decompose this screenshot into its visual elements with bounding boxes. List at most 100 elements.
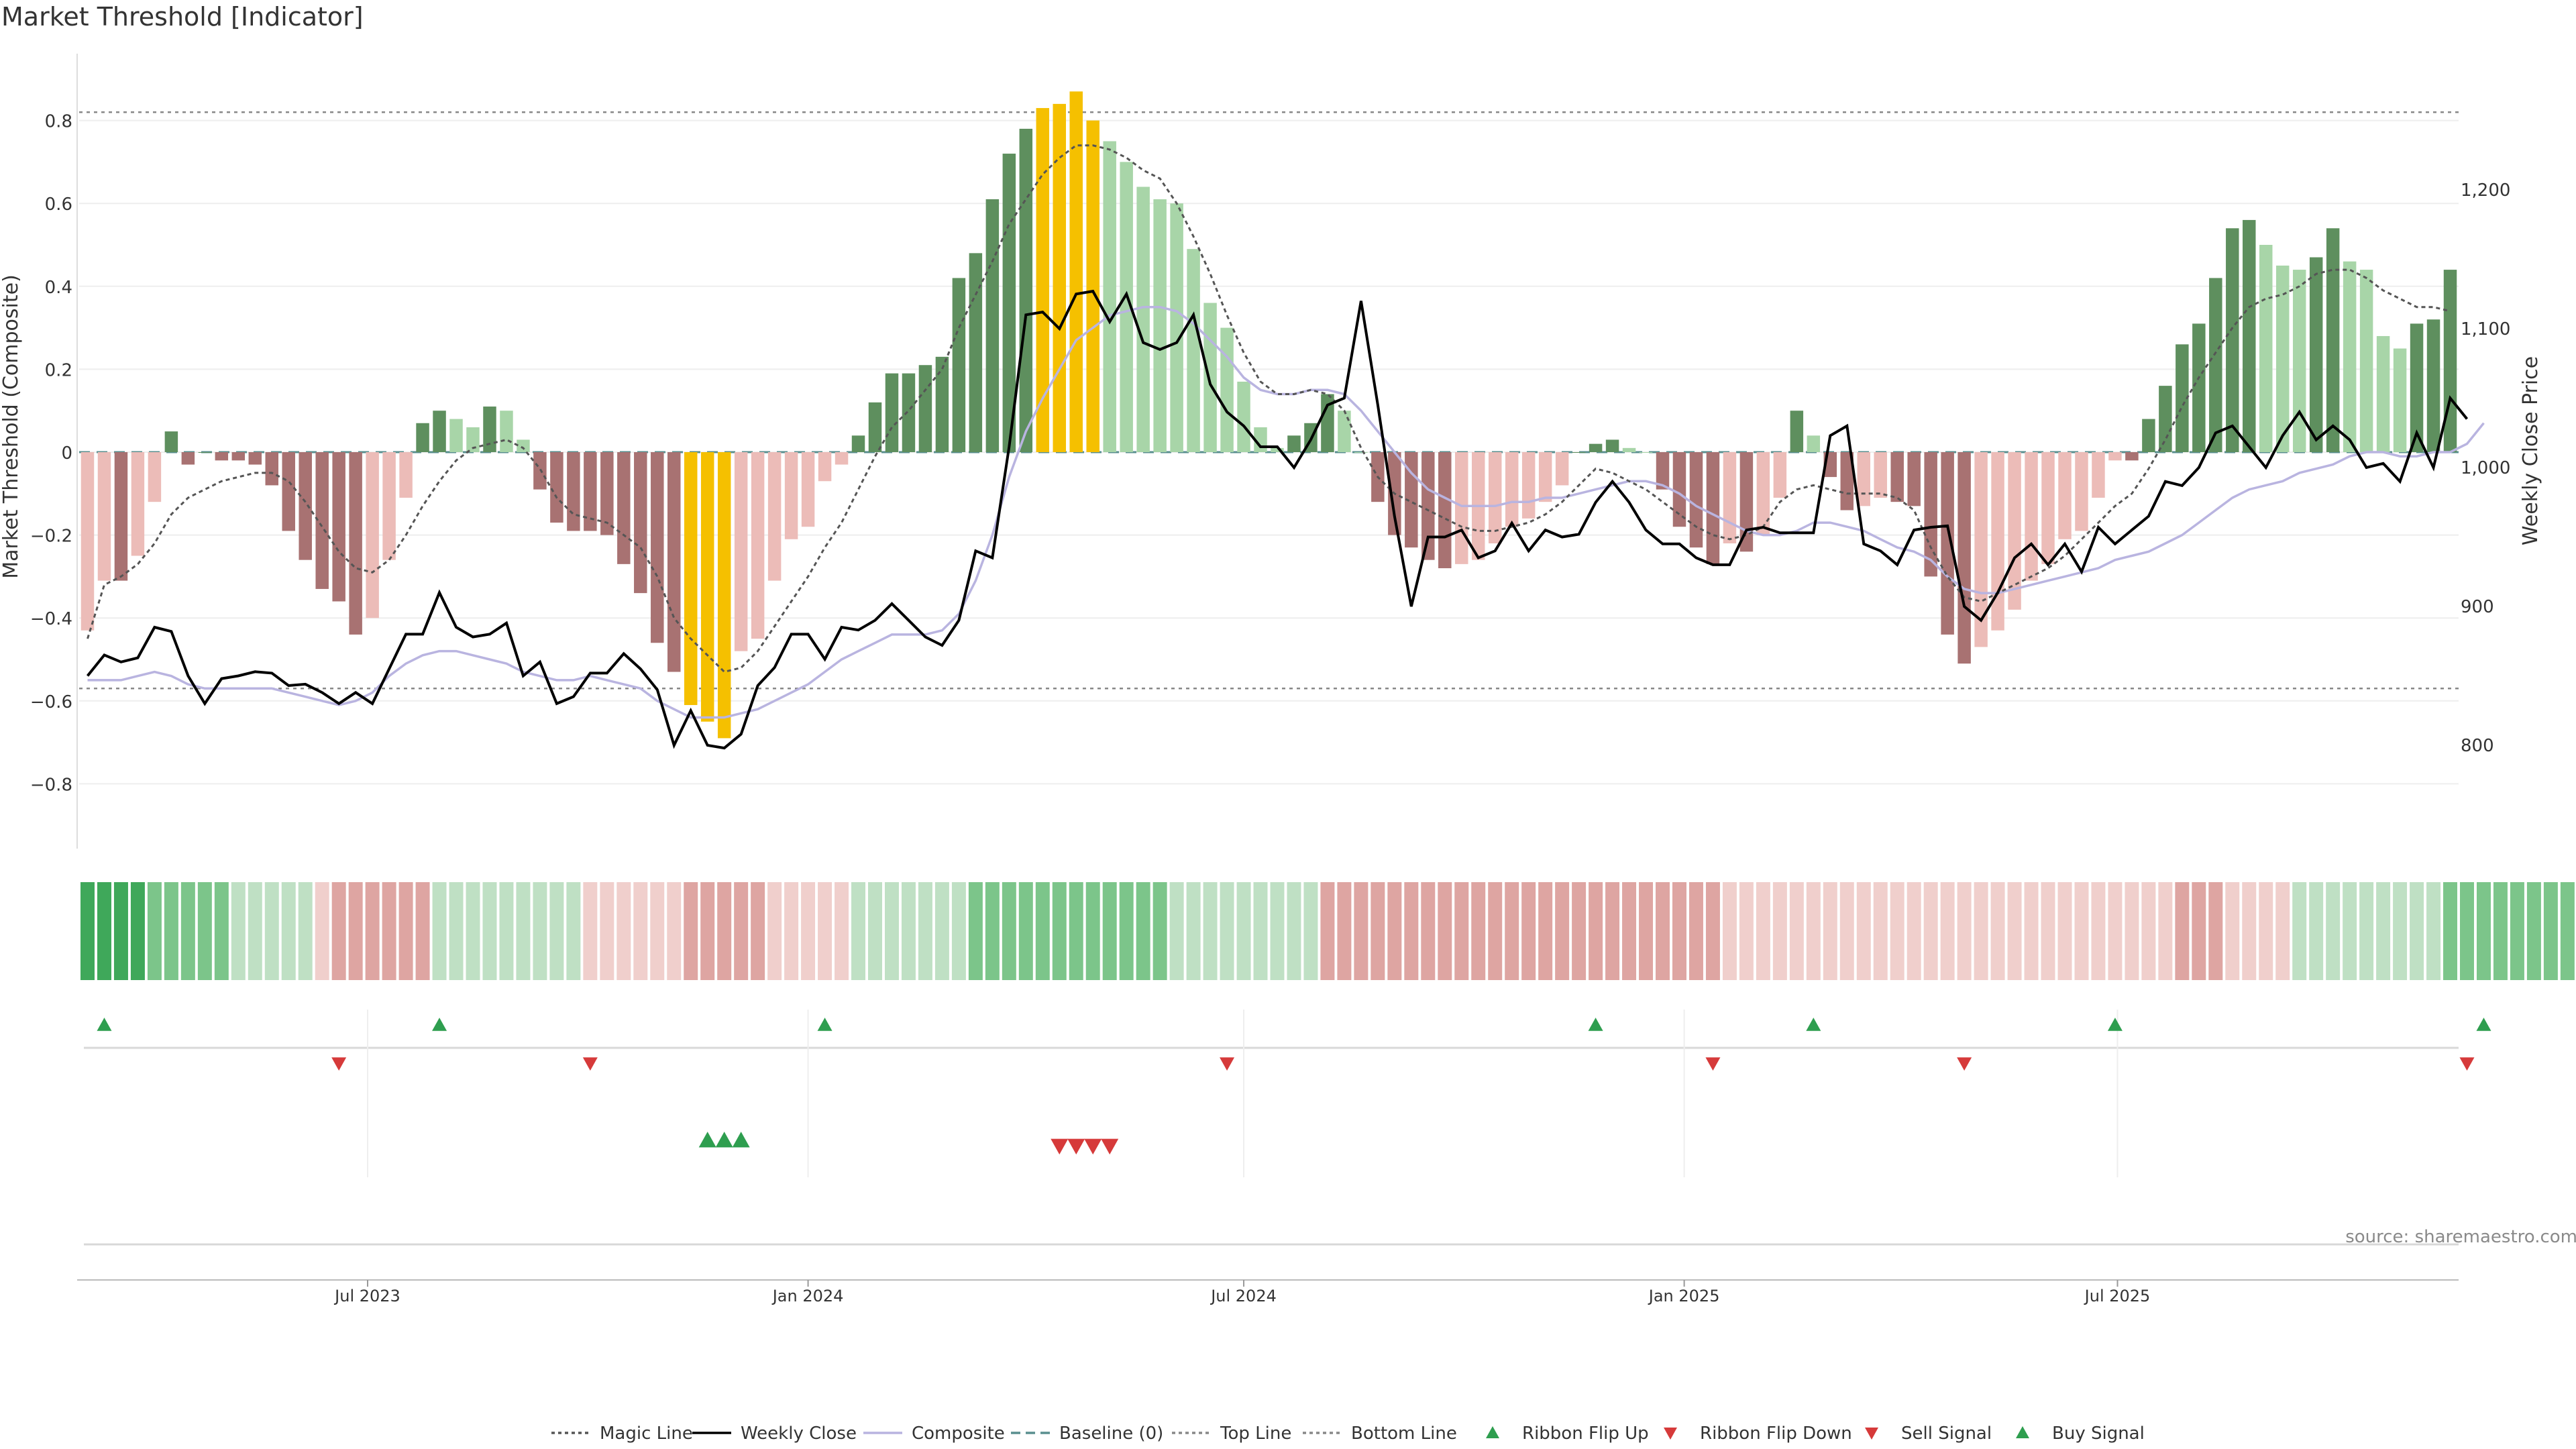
left-axis-label: Market Threshold (Composite) <box>0 274 23 579</box>
ribbon-cell <box>934 882 949 980</box>
ribbon-cell <box>2526 882 2541 980</box>
ribbon-cell <box>2024 882 2039 980</box>
right-tick-label: 1,000 <box>2461 458 2510 478</box>
composite-bar <box>1505 452 1519 527</box>
ribbon-flip-up-marker <box>432 1018 447 1031</box>
ribbon-cell <box>1035 882 1050 980</box>
legend-item: Ribbon Flip Down <box>1664 1424 1852 1444</box>
composite-bar <box>1237 381 1250 452</box>
composite-bar <box>366 452 379 619</box>
composite-bar <box>483 407 496 452</box>
ribbon-cell <box>1907 882 1921 980</box>
ribbon-cell <box>2074 882 2089 980</box>
composite-bar <box>2309 257 2323 452</box>
composite-bar <box>1941 452 1954 635</box>
legend-label: Bottom Line <box>1351 1424 1457 1444</box>
ribbon-cell <box>1102 882 1117 980</box>
composite-bar <box>2275 265 2290 452</box>
composite-bar <box>1756 452 1770 535</box>
ribbon-cell <box>298 882 313 980</box>
signal-panels: Jul 2023 Jan 2024 Jul 2024 Jan 2025 Jul 2025 <box>77 1010 2491 1305</box>
ribbon-cell <box>1136 882 1150 980</box>
legend-label: Magic Line <box>600 1424 693 1444</box>
composite-bar <box>181 452 195 465</box>
ribbon-cell <box>1839 882 1854 980</box>
composite-bar <box>550 452 564 523</box>
left-tick-label: 0.8 <box>45 112 72 132</box>
composite-bar <box>198 452 212 453</box>
ribbon-flip-up-marker <box>97 1018 112 1031</box>
composite-bar <box>1555 452 1569 486</box>
ribbon-cell <box>767 882 782 980</box>
composite-bar <box>1672 452 1686 527</box>
ribbon-cell <box>1890 882 1904 980</box>
composite-bar <box>885 373 899 452</box>
composite-bar <box>567 452 580 531</box>
composite-bar <box>1136 186 1150 452</box>
ribbon-cell <box>1940 882 1955 980</box>
composite-bar <box>1002 154 1016 453</box>
sell-signal-marker <box>1084 1138 1102 1155</box>
ribbon-flip-down-marker <box>2459 1057 2475 1071</box>
composite-bar <box>2292 270 2306 452</box>
ribbon-cell <box>851 882 866 980</box>
right-tick-label: 1,200 <box>2461 180 2510 201</box>
ribbon-cell <box>918 882 932 980</box>
chart-title: Market Threshold [Indicator] <box>1 2 364 32</box>
composite-bar <box>282 452 295 531</box>
ribbon-cell <box>968 882 983 980</box>
composite-bar <box>667 452 681 672</box>
composite-bar <box>466 427 480 452</box>
composite-bar <box>248 452 262 465</box>
ribbon-cell <box>700 882 715 980</box>
composite-bar <box>1605 439 1619 452</box>
composite-bar <box>600 452 614 535</box>
composite-bar <box>114 452 128 581</box>
ribbon-flip-up-marker <box>2476 1018 2491 1031</box>
legend-label: Top Line <box>1220 1424 1291 1444</box>
composite-bar <box>1890 452 1904 502</box>
composite-bar <box>1807 435 1821 452</box>
composite-bar <box>1019 128 1033 452</box>
ribbon-cell <box>80 882 95 980</box>
ribbon-cell <box>583 882 598 980</box>
ribbon-cell <box>985 882 1000 980</box>
legend-swatch <box>1865 1428 1878 1440</box>
composite-bar <box>751 452 765 639</box>
ribbon-cell <box>1454 882 1469 980</box>
ribbon-cell <box>1354 882 1368 980</box>
ribbon-cell <box>331 882 346 980</box>
ribbon-cell <box>231 882 246 980</box>
composite-bar <box>684 452 698 705</box>
left-tick-label: −0.4 <box>30 609 72 629</box>
ribbon-cell <box>2057 882 2072 980</box>
ribbon-cell <box>449 882 464 980</box>
ribbon-cell <box>1923 882 1938 980</box>
composite-bar <box>2326 228 2340 452</box>
composite-bar <box>717 452 731 739</box>
composite-bar <box>1069 91 1083 453</box>
composite-bar <box>969 253 983 452</box>
ribbon-cell <box>1505 882 1519 980</box>
ribbon-cell <box>499 882 514 980</box>
composite-bar <box>2443 270 2457 452</box>
ribbon-cell <box>164 882 178 980</box>
ribbon-cell <box>2275 882 2290 980</box>
ribbon-cell <box>2225 882 2240 980</box>
ribbon-cell <box>1705 882 1720 980</box>
x-tick-label: Jul 2023 <box>333 1287 400 1305</box>
ribbon-cell <box>1270 882 1285 980</box>
ribbon-cell <box>2242 882 2257 980</box>
ribbon-cell <box>1018 882 1033 980</box>
ribbon-cell <box>1438 882 1452 980</box>
composite-bars <box>80 91 2457 739</box>
composite-bar <box>784 452 798 539</box>
composite-bar <box>2359 270 2373 452</box>
composite-bar <box>164 431 178 452</box>
composite-bar <box>2092 452 2105 498</box>
ribbon-cell <box>734 882 749 980</box>
composite-bar <box>1723 452 1737 543</box>
composite-bar <box>2159 386 2172 452</box>
legend-label: Ribbon Flip Up <box>1522 1424 1649 1444</box>
